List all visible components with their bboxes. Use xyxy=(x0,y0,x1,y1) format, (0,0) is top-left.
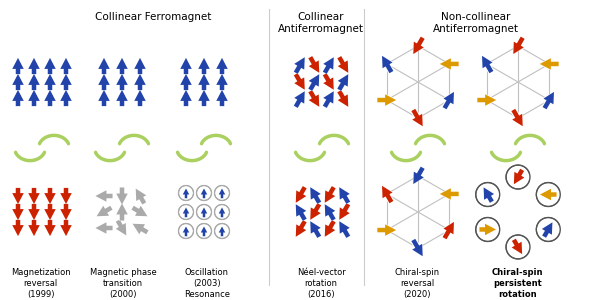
Text: Collinear
Antiferromagnet: Collinear Antiferromagnet xyxy=(278,12,364,34)
FancyArrow shape xyxy=(60,220,72,236)
FancyArrow shape xyxy=(441,222,454,240)
FancyArrow shape xyxy=(198,58,210,74)
FancyArrow shape xyxy=(42,90,58,106)
FancyArrow shape xyxy=(382,186,394,203)
FancyArrow shape xyxy=(323,73,334,90)
FancyArrow shape xyxy=(98,90,110,106)
FancyArrow shape xyxy=(541,92,554,110)
FancyArrow shape xyxy=(196,74,212,90)
FancyArrow shape xyxy=(308,56,319,73)
FancyArrow shape xyxy=(10,90,26,106)
FancyArrow shape xyxy=(325,186,335,203)
FancyArrow shape xyxy=(183,208,189,217)
FancyArrow shape xyxy=(377,92,396,108)
FancyArrow shape xyxy=(219,208,225,217)
FancyArrow shape xyxy=(339,221,350,238)
FancyArrow shape xyxy=(132,74,148,90)
FancyArrow shape xyxy=(97,203,113,217)
FancyArrow shape xyxy=(335,74,349,92)
FancyArrow shape xyxy=(58,204,74,220)
FancyArrow shape xyxy=(26,90,42,106)
FancyArrow shape xyxy=(42,74,58,90)
FancyArrow shape xyxy=(10,58,26,74)
FancyArrow shape xyxy=(28,90,40,106)
FancyArrow shape xyxy=(116,90,128,106)
FancyArrow shape xyxy=(26,204,42,220)
FancyArrow shape xyxy=(296,204,307,221)
FancyArrow shape xyxy=(413,167,425,184)
FancyArrow shape xyxy=(28,204,40,220)
Text: Oscillation
(2003)
Resonance
(2005): Oscillation (2003) Resonance (2005) xyxy=(184,268,230,300)
FancyArrow shape xyxy=(306,90,319,107)
FancyArrow shape xyxy=(116,74,128,90)
FancyArrow shape xyxy=(339,203,350,220)
FancyArrow shape xyxy=(96,58,112,74)
FancyArrow shape xyxy=(292,91,305,108)
FancyArrow shape xyxy=(60,74,72,90)
FancyArrow shape xyxy=(58,58,74,74)
FancyArrow shape xyxy=(28,58,40,74)
FancyArrow shape xyxy=(10,188,26,204)
FancyArrow shape xyxy=(542,222,553,238)
FancyArrow shape xyxy=(199,208,209,217)
Text: Néel-vector
rotation
(2016): Néel-vector rotation (2016) xyxy=(296,268,346,299)
FancyArrow shape xyxy=(514,168,527,184)
FancyArrow shape xyxy=(96,74,112,90)
FancyArrow shape xyxy=(478,92,496,108)
FancyArrow shape xyxy=(308,74,319,91)
Text: Magnetization
reversal
(1999): Magnetization reversal (1999) xyxy=(11,268,71,299)
FancyArrow shape xyxy=(377,94,396,106)
FancyArrow shape xyxy=(132,90,148,106)
FancyArrow shape xyxy=(479,224,496,235)
FancyArrow shape xyxy=(28,188,40,204)
FancyArrow shape xyxy=(58,188,74,204)
FancyArrow shape xyxy=(114,74,130,90)
FancyArrow shape xyxy=(183,188,189,198)
FancyArrow shape xyxy=(201,188,207,198)
FancyArrow shape xyxy=(320,73,334,90)
FancyArrow shape xyxy=(294,73,305,90)
Text: Chiral-spin
persistent
rotation
(This work): Chiral-spin persistent rotation (This wo… xyxy=(490,268,544,300)
FancyArrow shape xyxy=(10,220,26,236)
FancyArrow shape xyxy=(216,90,228,106)
FancyArrow shape xyxy=(132,58,148,74)
FancyArrow shape xyxy=(482,56,493,73)
FancyArrow shape xyxy=(178,58,194,74)
FancyArrow shape xyxy=(512,239,522,254)
FancyArrow shape xyxy=(134,74,146,90)
FancyArrow shape xyxy=(136,189,149,205)
FancyArrow shape xyxy=(325,204,335,221)
FancyArrow shape xyxy=(12,58,24,74)
FancyArrow shape xyxy=(201,226,207,236)
FancyArrow shape xyxy=(509,238,523,254)
FancyArrow shape xyxy=(180,90,192,106)
FancyArrow shape xyxy=(308,90,319,107)
FancyArrow shape xyxy=(114,188,130,205)
FancyArrow shape xyxy=(116,220,126,236)
FancyArrow shape xyxy=(514,169,524,184)
FancyArrow shape xyxy=(218,226,227,236)
FancyArrow shape xyxy=(409,108,423,126)
FancyArrow shape xyxy=(413,166,427,184)
FancyArrow shape xyxy=(12,188,24,204)
FancyArrow shape xyxy=(198,90,210,106)
FancyArrow shape xyxy=(440,58,458,70)
FancyArrow shape xyxy=(513,36,527,54)
FancyArrow shape xyxy=(95,188,113,204)
FancyArrow shape xyxy=(180,74,192,90)
FancyArrow shape xyxy=(133,224,149,234)
FancyArrow shape xyxy=(382,56,395,74)
FancyArrow shape xyxy=(542,92,554,109)
FancyArrow shape xyxy=(95,190,113,202)
FancyArrow shape xyxy=(296,186,309,203)
FancyArrow shape xyxy=(60,90,72,106)
FancyArrow shape xyxy=(133,224,149,237)
FancyArrow shape xyxy=(479,222,496,237)
FancyArrow shape xyxy=(182,208,191,217)
FancyArrow shape xyxy=(44,220,56,236)
FancyArrow shape xyxy=(441,92,454,110)
FancyArrow shape xyxy=(214,74,230,90)
FancyArrow shape xyxy=(296,186,307,203)
FancyArrow shape xyxy=(382,186,395,204)
FancyArrow shape xyxy=(310,187,321,204)
